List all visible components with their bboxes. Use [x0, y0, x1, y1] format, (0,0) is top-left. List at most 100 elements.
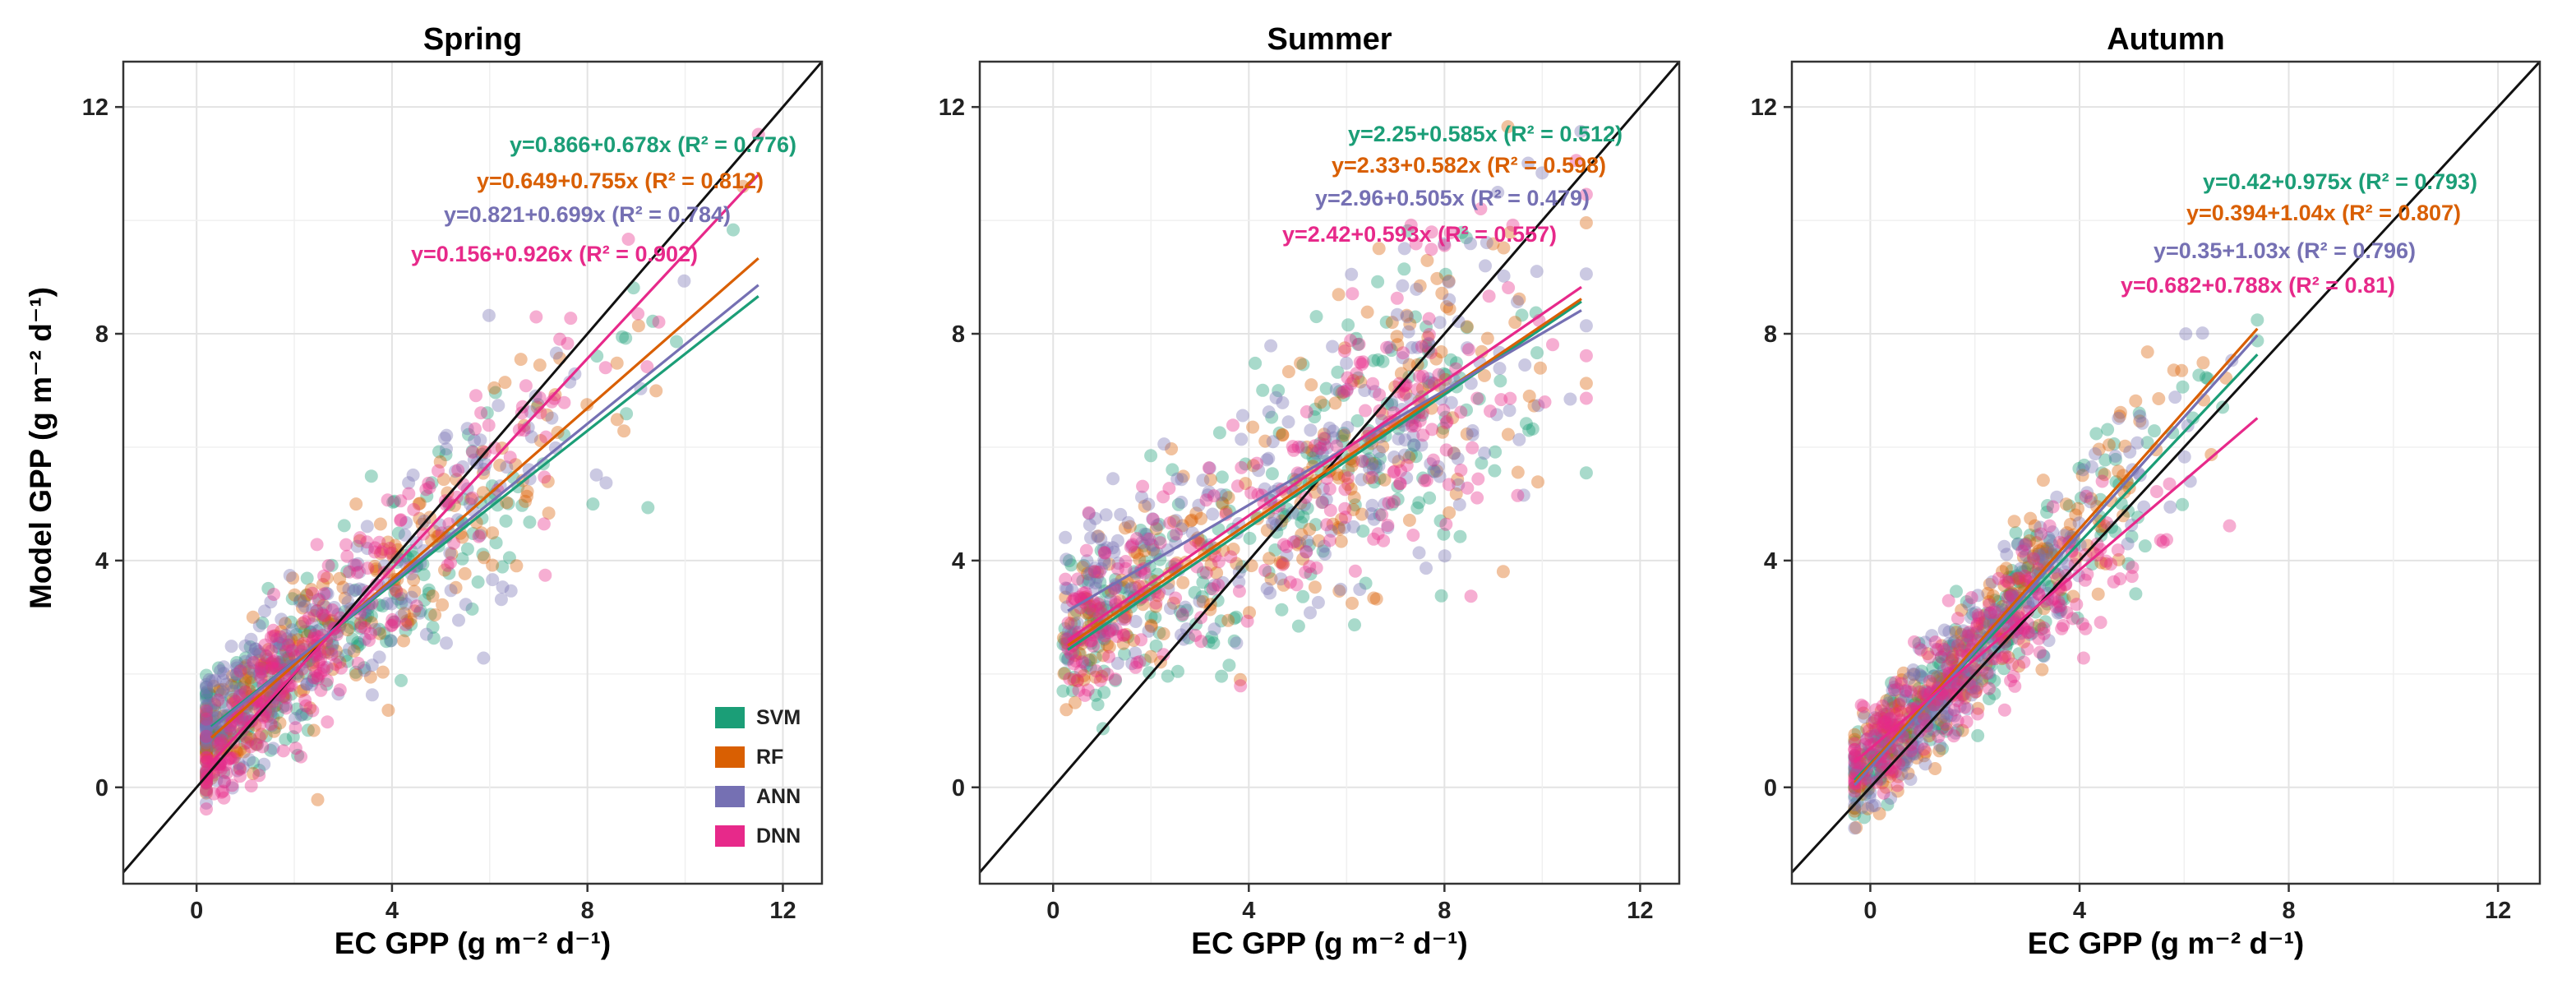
point-ann: [1897, 759, 1911, 772]
point-dnn: [1888, 765, 1902, 779]
point-dnn: [1338, 483, 1352, 497]
point-svm: [1373, 471, 1387, 485]
point-ann: [200, 723, 213, 737]
point-ann: [492, 399, 506, 413]
point-svm: [1336, 388, 1350, 402]
point-ann: [1121, 515, 1135, 529]
point-rf: [2091, 587, 2105, 601]
point-dnn: [1928, 635, 1942, 649]
point-ann: [230, 661, 244, 675]
point-rf: [390, 543, 404, 557]
point-dnn: [220, 766, 234, 780]
point-ann: [2034, 520, 2047, 534]
point-ann: [200, 741, 213, 755]
x-tick-label: 12: [769, 898, 796, 924]
point-ann: [1438, 549, 1452, 563]
point-svm: [2129, 587, 2143, 601]
point-dnn: [1970, 619, 1984, 633]
point-dnn: [1851, 756, 1864, 770]
point-rf: [1119, 627, 1133, 641]
point-dnn: [1287, 443, 1300, 457]
point-svm: [2012, 575, 2026, 589]
point-rf: [264, 656, 278, 670]
point-svm: [343, 621, 357, 635]
point-dnn: [1355, 358, 1369, 371]
point-rf: [540, 408, 554, 422]
point-ann: [2046, 525, 2060, 539]
point-rf: [1303, 523, 1317, 536]
point-svm: [1848, 802, 1862, 815]
point-rf: [2029, 536, 2043, 550]
point-svm: [2138, 539, 2152, 553]
point-dnn: [515, 406, 529, 420]
point-ann: [360, 520, 374, 534]
point-ann: [398, 528, 412, 542]
point-rf: [1335, 512, 1348, 526]
point-ann: [1929, 642, 1943, 656]
point-rf: [1312, 534, 1326, 547]
point-dnn: [1102, 649, 1115, 663]
point-dnn: [1941, 594, 1955, 607]
point-svm: [1459, 231, 1473, 245]
point-svm: [391, 592, 405, 606]
point-dnn: [1877, 786, 1890, 800]
point-rf: [1960, 633, 1974, 647]
point-dnn: [1063, 672, 1077, 686]
point-svm: [1923, 732, 1937, 746]
point-dnn: [1964, 591, 1978, 604]
point-svm: [320, 677, 334, 691]
point-rf: [1221, 491, 1235, 505]
point-dnn: [1338, 501, 1352, 515]
point-dnn: [317, 587, 331, 601]
point-ann: [1368, 385, 1382, 399]
point-rf: [1969, 626, 1983, 640]
point-ann: [238, 639, 252, 653]
point-ann: [452, 613, 465, 627]
point-ann: [200, 706, 213, 720]
point-ann: [219, 677, 233, 691]
point-rf: [1102, 557, 1116, 571]
point-svm: [339, 649, 353, 663]
point-svm: [1351, 338, 1365, 351]
point-svm: [1889, 749, 1903, 763]
point-rf: [2032, 544, 2046, 558]
point-ann: [2010, 538, 2024, 552]
point-dnn: [1082, 506, 1096, 520]
point-ann: [365, 688, 379, 702]
point-dnn: [1396, 346, 1410, 360]
point-ann: [1911, 741, 1925, 754]
point-rf: [1234, 672, 1247, 686]
point-svm: [337, 519, 351, 533]
point-rf: [296, 601, 309, 615]
point-dnn: [1932, 729, 1946, 743]
point-ann: [1944, 709, 1958, 723]
point-svm: [1239, 457, 1253, 471]
point-ann: [494, 593, 508, 607]
point-ann: [1286, 506, 1300, 520]
point-ann: [2084, 495, 2098, 509]
point-rf: [303, 701, 317, 715]
point-ann: [1070, 617, 1084, 631]
point-svm: [1118, 647, 1131, 661]
point-dnn: [517, 423, 531, 437]
point-svm: [1350, 413, 1364, 427]
gridlines: [123, 62, 822, 884]
point-rf: [1273, 555, 1287, 569]
point-dnn: [1984, 606, 1998, 620]
y-tick-label: 0: [952, 775, 965, 802]
point-rf: [1326, 517, 1340, 531]
point-ann: [1324, 524, 1338, 538]
point-dnn: [2059, 577, 2073, 591]
point-rf: [1443, 506, 1457, 520]
point-dnn: [1300, 545, 1313, 559]
point-dnn: [2163, 477, 2177, 491]
y-tick-label: 4: [1764, 548, 1777, 575]
point-rf: [1077, 673, 1091, 687]
point-ann: [368, 622, 382, 636]
point-dnn: [383, 542, 397, 555]
point-dnn: [200, 751, 213, 765]
point-svm: [1453, 529, 1467, 543]
legend-swatch-dnn: [715, 825, 745, 847]
point-svm: [1379, 315, 1393, 329]
point-rf: [1067, 673, 1081, 686]
